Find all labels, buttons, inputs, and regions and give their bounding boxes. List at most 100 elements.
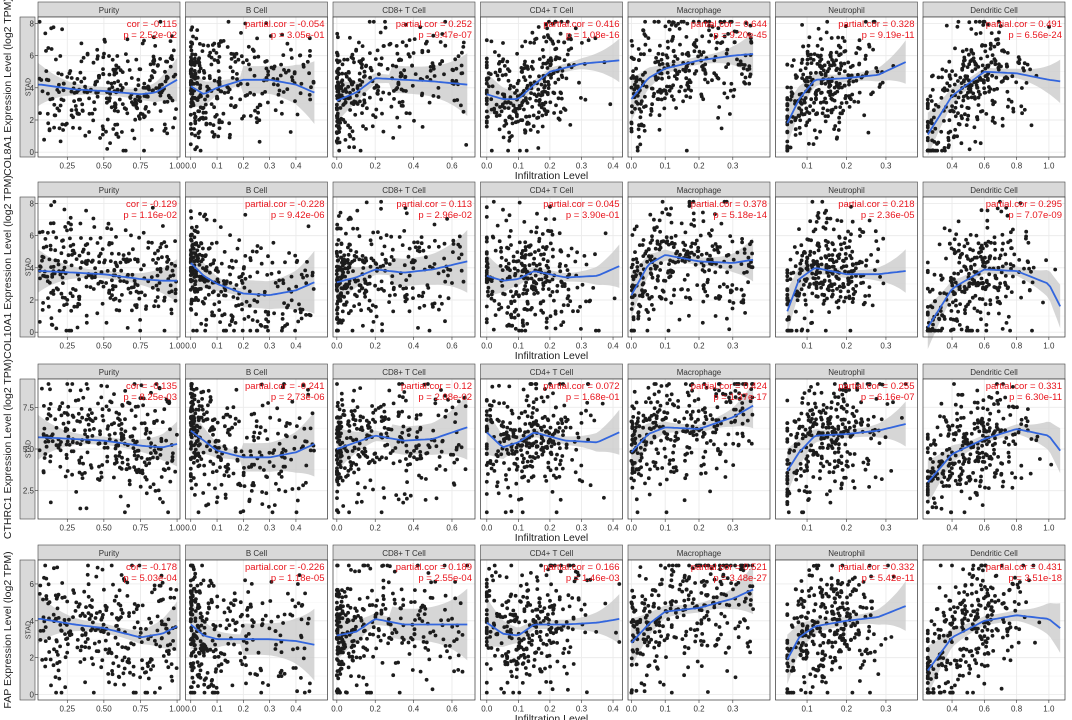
data-point: [954, 317, 959, 321]
data-point: [735, 57, 739, 62]
data-point: [384, 258, 388, 262]
data-point: [816, 87, 821, 92]
data-point: [353, 292, 357, 297]
data-point: [43, 452, 48, 456]
data-point: [548, 37, 553, 41]
data-point: [74, 108, 79, 112]
data-point: [89, 418, 93, 422]
data-point: [116, 416, 120, 421]
data-point: [525, 301, 530, 306]
data-point: [578, 304, 582, 309]
data-point: [112, 461, 117, 466]
data-point: [196, 244, 201, 249]
data-point: [379, 199, 383, 204]
data-point: [138, 328, 143, 333]
data-point: [362, 277, 367, 282]
data-point: [188, 122, 193, 126]
data-point: [491, 235, 496, 240]
data-point: [193, 229, 198, 234]
data-point: [384, 233, 389, 238]
data-point: [194, 295, 198, 300]
data-point: [98, 236, 103, 240]
data-point: [49, 322, 54, 327]
data-point: [976, 89, 981, 94]
data-point: [342, 295, 346, 299]
data-point: [230, 265, 235, 270]
data-point: [650, 303, 654, 307]
data-point: [239, 54, 244, 59]
data-point: [506, 305, 511, 309]
data-point: [400, 243, 405, 248]
data-point: [501, 207, 505, 212]
data-point: [842, 39, 847, 43]
data-point: [983, 74, 988, 79]
data-point: [713, 212, 717, 217]
data-point: [227, 135, 232, 140]
data-point: [212, 105, 217, 110]
data-point: [721, 282, 726, 287]
data-point: [115, 54, 120, 58]
data-point: [379, 56, 384, 61]
data-point: [862, 113, 867, 118]
data-point: [559, 96, 564, 101]
data-point: [352, 258, 357, 263]
data-point: [160, 420, 165, 424]
data-point: [804, 106, 809, 111]
data-point: [59, 97, 64, 102]
data-point: [97, 260, 102, 265]
data-point: [506, 106, 511, 110]
data-point: [397, 235, 402, 239]
data-point: [536, 87, 541, 92]
data-point: [748, 23, 753, 28]
data-point: [278, 73, 283, 78]
data-point: [43, 440, 48, 444]
data-point: [545, 26, 549, 31]
data-point: [971, 56, 976, 61]
data-point: [420, 91, 425, 96]
data-point: [484, 90, 489, 94]
data-point: [861, 302, 866, 307]
data-point: [713, 242, 718, 246]
data-point: [60, 275, 65, 280]
scatter-points: [37, 199, 179, 333]
data-point: [870, 303, 875, 308]
data-point: [121, 433, 126, 438]
data-point: [833, 105, 838, 110]
data-point: [105, 384, 109, 389]
data-point: [863, 294, 868, 298]
data-point: [108, 296, 113, 300]
data-point: [556, 96, 561, 101]
data-point: [797, 106, 801, 110]
data-point: [843, 24, 848, 28]
data-point: [42, 456, 47, 460]
data-point: [952, 292, 956, 297]
data-point: [428, 65, 433, 69]
data-point: [404, 292, 409, 297]
data-point: [982, 90, 987, 95]
data-point: [811, 229, 816, 234]
data-point: [593, 252, 597, 257]
data-point: [558, 248, 563, 253]
data-point: [508, 229, 513, 233]
data-point: [255, 244, 260, 248]
data-point: [520, 249, 525, 253]
data-point: [562, 282, 567, 286]
data-point: [216, 79, 221, 84]
data-point: [197, 63, 202, 68]
data-point: [494, 114, 499, 118]
data-point: [61, 421, 66, 426]
data-point: [91, 60, 96, 65]
data-point: [347, 242, 352, 247]
data-point: [931, 148, 936, 153]
data-point: [850, 262, 855, 267]
data-point: [115, 122, 120, 127]
data-point: [235, 77, 239, 81]
data-point: [815, 259, 819, 264]
data-point: [537, 74, 541, 79]
data-point: [826, 114, 830, 119]
data-point: [357, 302, 362, 307]
data-point: [349, 217, 353, 221]
data-point: [819, 91, 823, 95]
data-point: [339, 286, 344, 290]
